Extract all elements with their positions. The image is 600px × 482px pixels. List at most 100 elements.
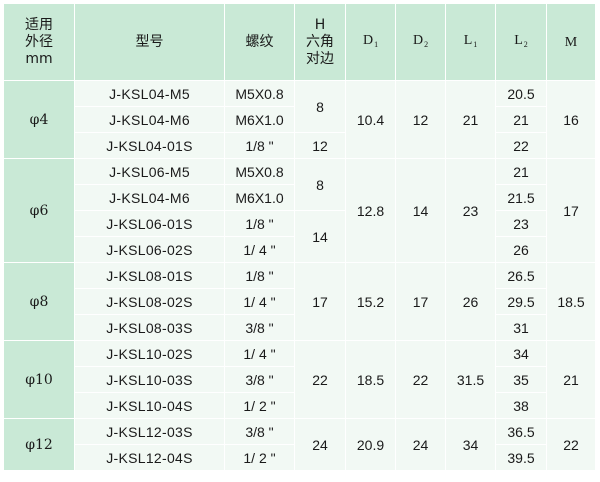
d2-cell: 22 (395, 340, 446, 419)
table-row: J-KSL10-04S 1/ 2 " 38 (4, 392, 596, 419)
d1-cell: 18.5 (345, 340, 396, 419)
l2-cell: 21 (495, 158, 547, 185)
l2-cell: 22 (495, 132, 547, 159)
thread-cell: 3/8 " (224, 418, 295, 445)
thread-cell: 1/ 4 " (224, 236, 295, 263)
header-m: M (546, 3, 596, 81)
l2-cell: 21.5 (495, 184, 547, 211)
hex-cell: 22 (294, 340, 346, 419)
table-row: J-KSL08-03S 3/8 " 31 (4, 314, 596, 341)
model-cell: J-KSL12-04S (74, 444, 225, 471)
od-cell: φ6 (3, 158, 75, 263)
table-row: φ10 J-KSL10-02S 1/ 4 " 22 18.5 22 31.5 34 21 (3, 340, 596, 419)
model-cell: J-KSL04-M6 (74, 184, 225, 211)
header-od-line1: 适用 (25, 16, 53, 33)
thread-cell: 1/8 " (224, 132, 295, 159)
hex-cell: 14 (294, 210, 346, 263)
l2-cell: 21 (495, 106, 547, 133)
header-d1-sub: 1 (374, 39, 379, 49)
od-cell: φ12 (3, 418, 75, 471)
model-cell: J-KSL04-M6 (74, 106, 225, 133)
thread-cell: 1/8 " (224, 210, 295, 237)
model-cell: J-KSL12-03S (74, 418, 225, 445)
hex-cell: 17 (294, 262, 346, 341)
spec-table: 适用 外径 mm 型号 螺纹 H 六角 对边 D1 D2 L1 L2 M φ4 J… (3, 3, 596, 471)
m-cell: 18.5 (546, 262, 596, 341)
hex-cell: 8 (294, 80, 346, 133)
model-cell: J-KSL10-03S (74, 366, 225, 393)
l2-cell: 29.5 (495, 288, 547, 315)
thread-cell: 1/ 4 " (224, 340, 295, 367)
table-row: φ4 J-KSL04-M5 M5X0.8 8 10.4 12 21 20.5 16 (3, 80, 596, 159)
d2-cell: 24 (395, 418, 446, 471)
header-od: 适用 外径 mm (3, 3, 75, 81)
model-cell: J-KSL06-01S (74, 210, 225, 237)
header-d2: D2 (395, 3, 446, 81)
header-hex-line2: 六角 (306, 33, 334, 50)
header-row: 适用 外径 mm 型号 螺纹 H 六角 对边 D1 D2 L1 L2 M (3, 3, 596, 81)
thread-cell: 1/8 " (224, 262, 295, 289)
hex-cell: 12 (294, 132, 346, 159)
thread-cell: M5X0.8 (224, 158, 295, 185)
d2-cell: 12 (395, 80, 446, 159)
header-hex-line1: H (314, 16, 326, 33)
header-d2-sub: 2 (424, 39, 429, 49)
table-row: φ6 J-KSL06-M5 M5X0.8 8 12.8 14 23 21 17 (3, 158, 596, 263)
table-row: J-KSL04-01S 1/8 " 12 22 (4, 132, 596, 159)
header-hex-line3: 对边 (306, 50, 334, 67)
table-row: J-KSL12-04S 1/ 2 " 39.5 (4, 444, 596, 471)
header-l2: L2 (495, 3, 547, 81)
l2-cell: 20.5 (495, 80, 547, 107)
l1-cell: 23 (445, 158, 496, 263)
l2-cell: 38 (495, 392, 547, 419)
table-row: φ8 J-KSL08-01S 1/8 " 17 15.2 17 26 26.5 18.5 (3, 262, 596, 341)
d2-cell: 14 (395, 158, 446, 263)
table-row: J-KSL04-M6 M6X1.0 21 (4, 106, 596, 133)
m-cell: 16 (546, 80, 596, 159)
l2-cell: 26.5 (495, 262, 547, 289)
header-d2-base: D (412, 32, 424, 48)
hex-cell: 24 (294, 418, 346, 471)
l2-cell: 26 (495, 236, 547, 263)
header-l1: L1 (445, 3, 496, 81)
od-cell: φ4 (3, 80, 75, 159)
l2-cell: 39.5 (495, 444, 547, 471)
l2-cell: 31 (495, 314, 547, 341)
header-d1-base: D (362, 32, 374, 48)
spec-table-container: 适用 外径 mm 型号 螺纹 H 六角 对边 D1 D2 L1 L2 M φ4 J… (3, 3, 596, 471)
thread-cell: M6X1.0 (224, 106, 295, 133)
thread-cell: 1/ 2 " (224, 392, 295, 419)
d1-cell: 20.9 (345, 418, 396, 471)
l2-cell: 34 (495, 340, 547, 367)
thread-cell: M6X1.0 (224, 184, 295, 211)
thread-cell: 1/ 4 " (224, 288, 295, 315)
model-cell: J-KSL10-02S (74, 340, 225, 367)
model-cell: J-KSL08-02S (74, 288, 225, 315)
l2-cell: 36.5 (495, 418, 547, 445)
d1-cell: 12.8 (345, 158, 396, 263)
model-cell: J-KSL04-01S (74, 132, 225, 159)
header-l2-base: L (514, 32, 523, 48)
l1-cell: 26 (445, 262, 496, 341)
m-cell: 17 (546, 158, 596, 263)
l2-cell: 23 (495, 210, 547, 237)
table-row: φ12 J-KSL12-03S 3/8 " 24 20.9 24 34 36.5 22 (3, 418, 596, 471)
model-cell: J-KSL10-04S (74, 392, 225, 419)
model-cell: J-KSL06-M5 (74, 158, 225, 185)
l1-cell: 34 (445, 418, 496, 471)
header-model: 型号 (74, 3, 225, 81)
header-od-line2: 外径 (25, 33, 53, 50)
header-l2-sub: 2 (523, 39, 528, 49)
spec-table-body: φ4 J-KSL04-M5 M5X0.8 8 10.4 12 21 20.5 16 J-KSL04… (3, 80, 596, 471)
header-l1-base: L (463, 32, 473, 48)
model-cell: J-KSL08-01S (74, 262, 225, 289)
thread-cell: 3/8 " (224, 366, 295, 393)
header-d1: D1 (345, 3, 396, 81)
l1-cell: 21 (445, 80, 496, 159)
od-cell: φ10 (3, 340, 75, 419)
d2-cell: 17 (395, 262, 446, 341)
m-cell: 22 (546, 418, 596, 471)
d1-cell: 10.4 (345, 80, 396, 159)
header-l1-sub: 1 (473, 39, 478, 49)
hex-cell: 8 (294, 158, 346, 211)
